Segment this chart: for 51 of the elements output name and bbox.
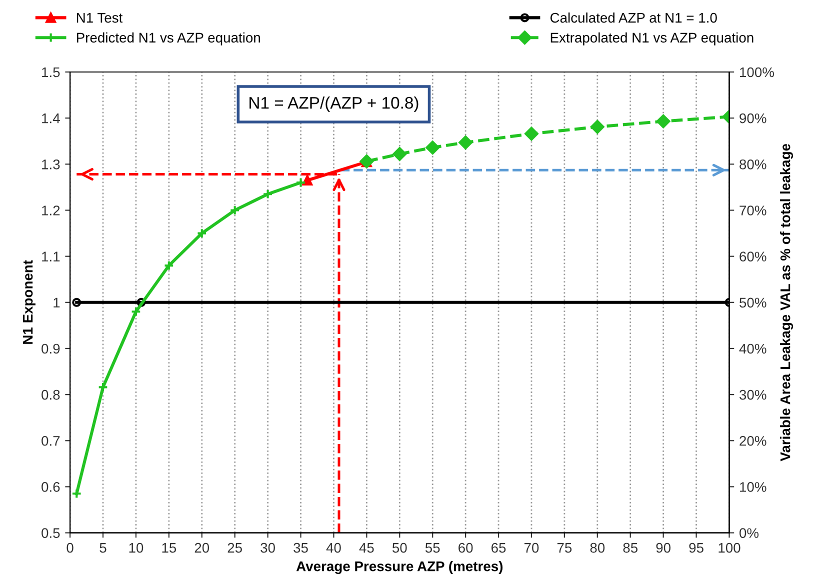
x-tick-label: 25 <box>228 542 242 553</box>
y2-tick-label: 100% <box>740 67 774 78</box>
y2-tick-label: 30% <box>739 390 766 400</box>
x-tick-label: 40 <box>326 542 341 553</box>
legend-label: Predicted N1 vs AZP equation <box>76 32 260 46</box>
x-tick-label: 85 <box>623 542 638 553</box>
x-tick-label: 35 <box>294 542 308 553</box>
y-tick-label: 1.4 <box>42 114 60 124</box>
x-tick-label: 70 <box>524 542 539 553</box>
y2-tick-label: 0% <box>740 528 759 538</box>
x-axis-title: Average Pressure AZP (metres) <box>296 561 503 574</box>
x-tick-label: 100 <box>718 542 740 553</box>
y-tick-label: 0.5 <box>42 528 60 538</box>
y2-tick-label: 60% <box>740 252 766 262</box>
x-tick-label: 95 <box>689 542 704 553</box>
y-tick-label: 0.8 <box>42 390 60 400</box>
x-tick-label: 30 <box>260 542 275 553</box>
y2-axis-title: Variable Area Leakage VAL as % of total leakage <box>780 144 794 462</box>
y-tick-label: 1.5 <box>42 67 60 78</box>
y2-tick-label: 20% <box>740 436 766 446</box>
x-tick-label: 90 <box>656 542 670 553</box>
legend-label: N1 Test <box>76 13 123 23</box>
y2-tick-label: 80% <box>740 159 766 170</box>
x-tick-label: 0 <box>66 542 74 553</box>
y-tick-label: 1.2 <box>42 206 60 216</box>
annotation: N1 = AZP/(AZP + 10.8) <box>250 96 418 112</box>
x-tick-label: 15 <box>162 543 176 553</box>
y-tick-label: 0.6 <box>42 482 60 492</box>
x-tick-label: 20 <box>194 542 210 553</box>
y-tick-label: 1.1 <box>42 252 60 262</box>
y2-tick-label: 50% <box>740 298 766 308</box>
x-tick-label: 5 <box>100 543 106 553</box>
y-tick-label: 0.7 <box>42 436 60 446</box>
x-tick-label: 10 <box>129 542 144 553</box>
legend-label: Extrapolated N1 vs AZP equation <box>550 32 754 46</box>
y-tick-label: 0.9 <box>42 344 60 354</box>
y-tick-label: 1 <box>54 298 60 308</box>
x-tick-label: 55 <box>425 543 440 553</box>
x-tick-label: 45 <box>359 543 374 553</box>
y2-tick-label: 90% <box>740 113 766 124</box>
legend-label: Calculated AZP at N1 = 1.0 <box>550 12 717 23</box>
y-tick-label: 1.3 <box>42 159 60 170</box>
x-tick-label: 80 <box>590 542 605 553</box>
y2-tick-label: 10% <box>740 482 766 492</box>
x-tick-label: 60 <box>458 542 473 553</box>
y2-tick-label: 40% <box>739 344 766 354</box>
x-tick-label: 65 <box>492 542 506 553</box>
y-axis-title: N1 Exponent <box>23 260 36 344</box>
y2-tick-label: 70% <box>740 206 766 216</box>
x-tick-label: 50 <box>392 542 407 553</box>
x-tick-label: 75 <box>557 543 572 553</box>
